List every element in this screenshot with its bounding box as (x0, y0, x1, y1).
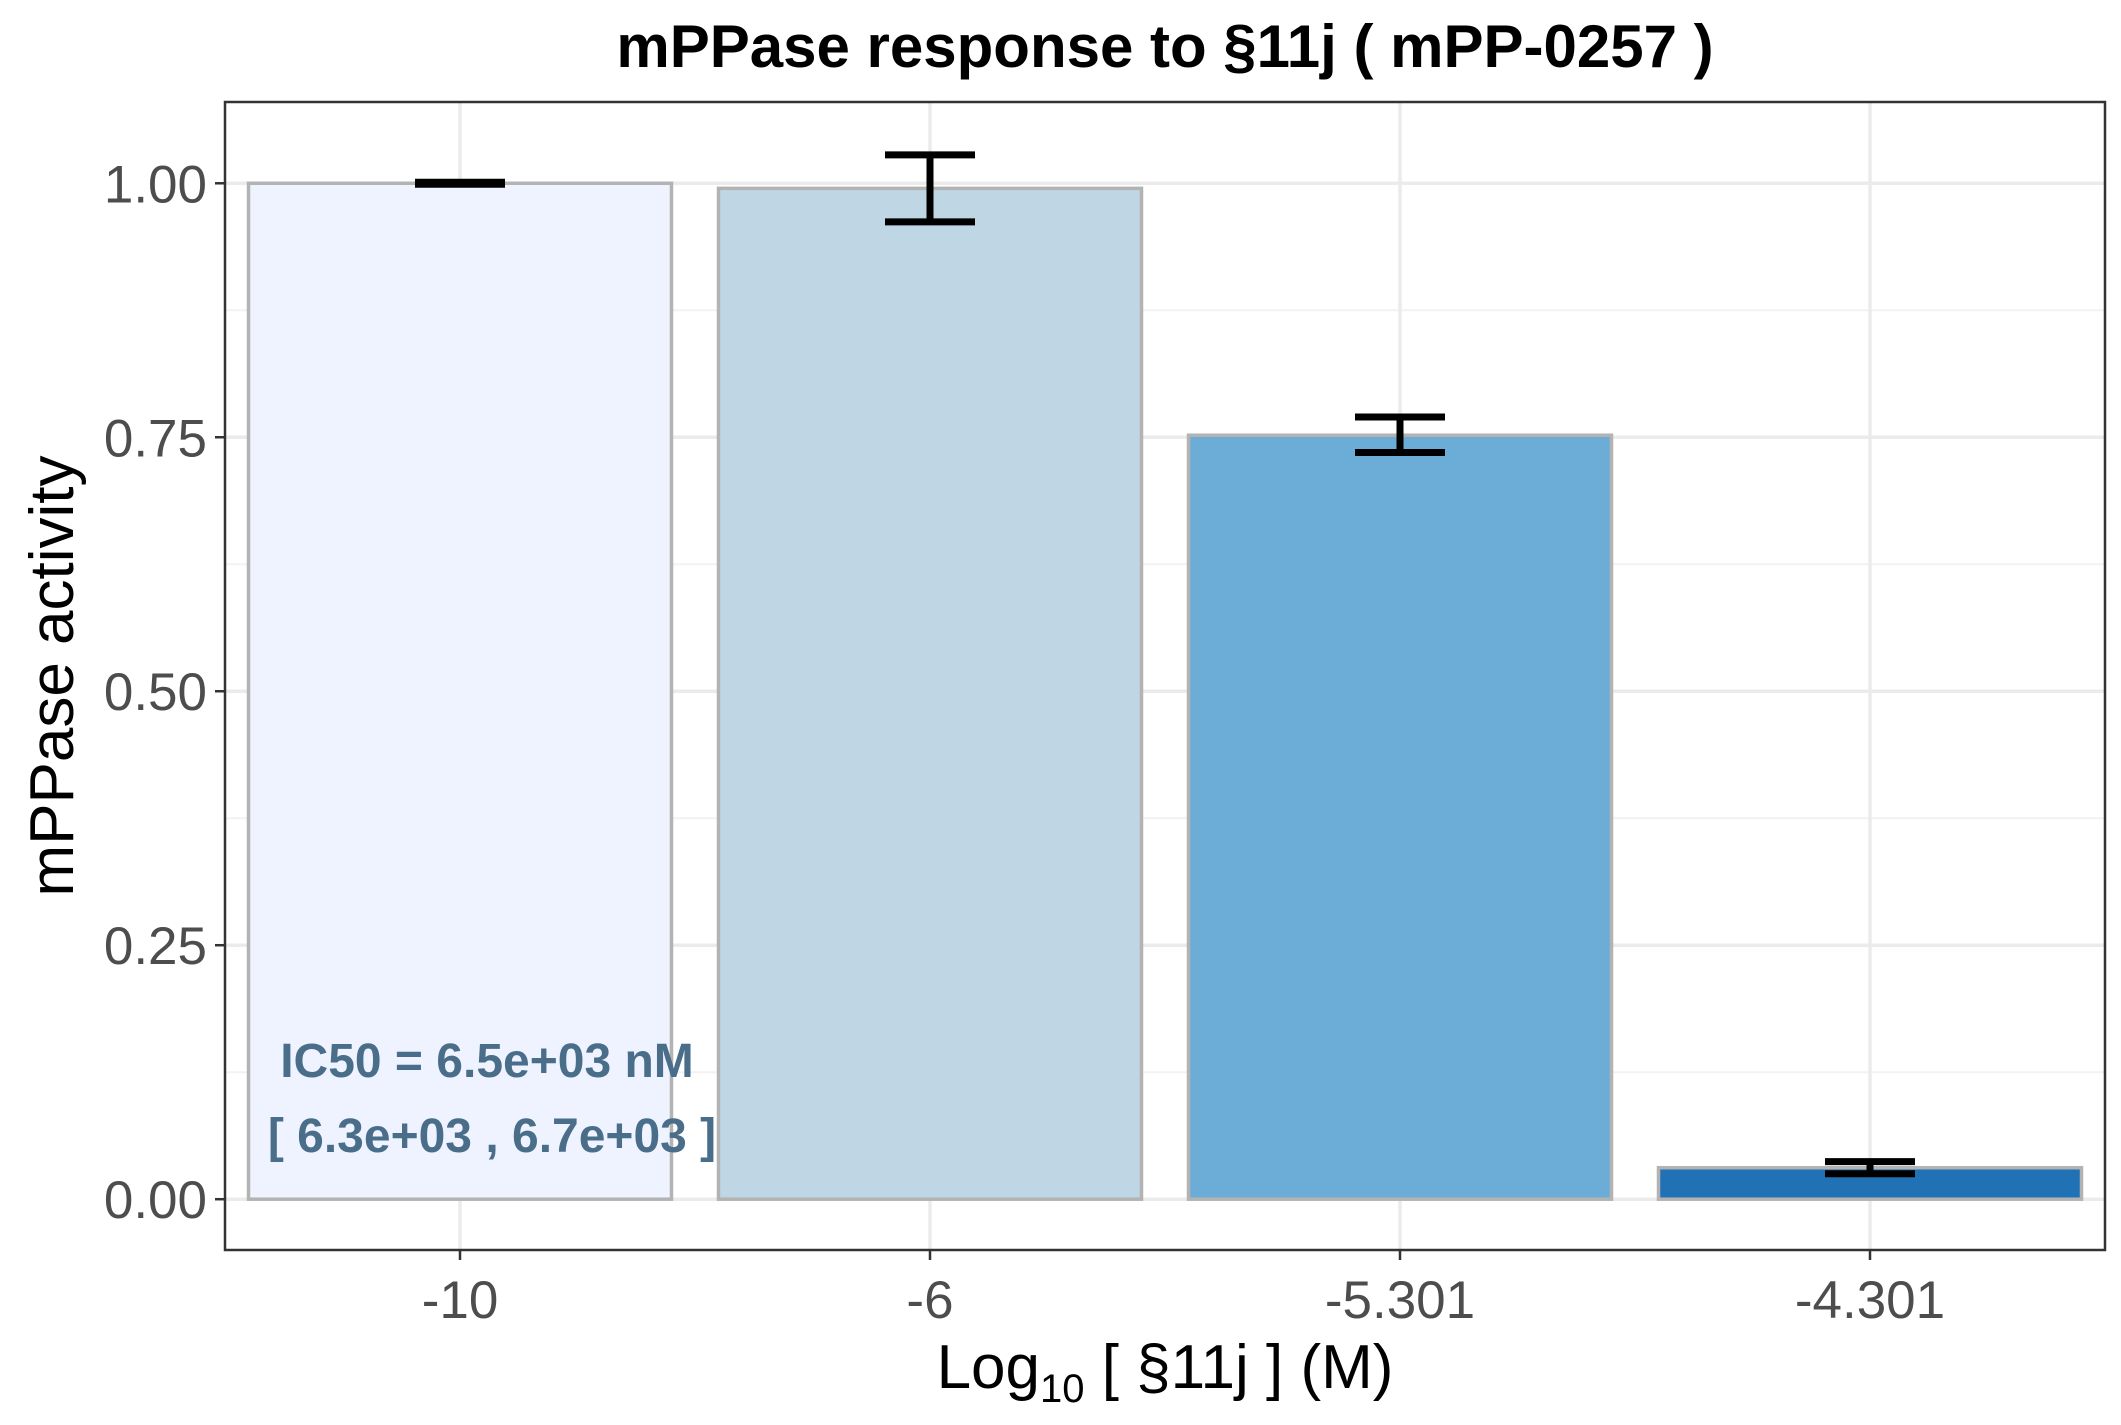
chart-title: mPPase response to §11j ( mPP-0257 ) (616, 13, 1713, 80)
error-bar--5.301 (1355, 413, 1445, 456)
y-tick-label: 0.25 (104, 917, 207, 976)
x-tick-label: -6 (906, 1271, 953, 1330)
bar--6 (716, 186, 1144, 1201)
y-axis-label: mPPase activity (18, 455, 87, 896)
x-axis-label-subscript: 10 (1040, 1367, 1085, 1411)
x-axis-label-suffix: [ §11j ] (M) (1085, 1333, 1394, 1402)
error-bar--10 (415, 178, 505, 188)
bars (246, 181, 2084, 1201)
plot-border (223, 100, 2107, 1252)
ic50-interval-annotation: [ 6.3e+03 , 6.7e+03 ] (268, 1110, 716, 1163)
error-bars (415, 151, 1915, 1178)
x-axis-label-prefix: Log (937, 1333, 1040, 1402)
error-bar--6 (885, 151, 975, 226)
ic50-annotation: IC50 = 6.5e+03 nM (280, 1035, 694, 1088)
y-tick-label: 0.75 (104, 409, 207, 468)
x-tick-label: -4.301 (1795, 1271, 1945, 1330)
bar--10 (246, 181, 674, 1201)
x-axis-ticks: -10 -6 -5.301 -4.301 (422, 1250, 1945, 1330)
bar--5.301 (1186, 433, 1614, 1201)
y-tick-label: 1.00 (104, 155, 207, 214)
y-axis-ticks: 0.00 0.25 0.50 0.75 1.00 (104, 155, 225, 1230)
x-tick-label: -10 (422, 1271, 499, 1330)
x-axis-label: Log10 [ §11j ] (M) (937, 1333, 1394, 1411)
error-bar--4.301 (1825, 1158, 1915, 1178)
x-tick-label: -5.301 (1325, 1271, 1475, 1330)
y-tick-label: 0.00 (104, 1171, 207, 1230)
y-tick-label: 0.50 (104, 663, 207, 722)
